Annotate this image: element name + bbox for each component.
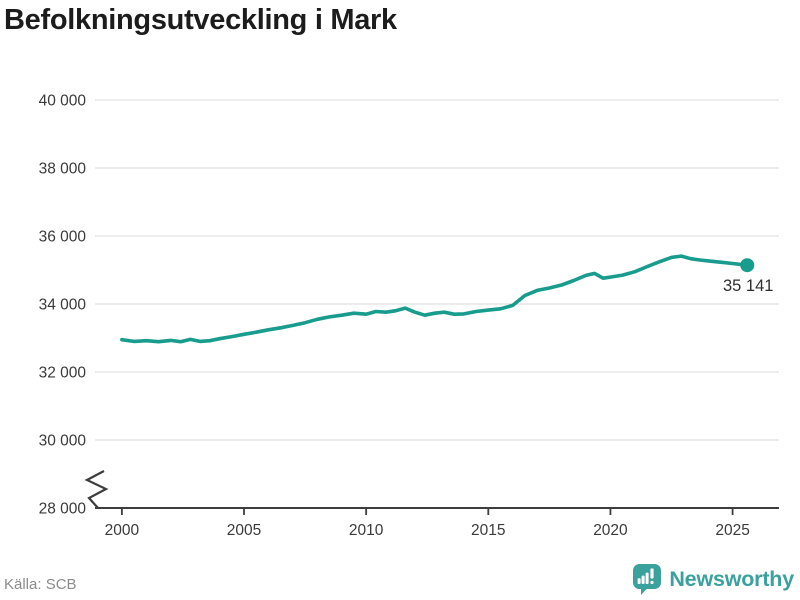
bar-chart-glyph: [637, 568, 654, 584]
newsworthy-pin-icon: [633, 564, 662, 595]
y-tick-label: 36 000: [39, 229, 87, 246]
x-tick-label: 2010: [349, 522, 384, 539]
x-tick-label: 2005: [227, 522, 261, 539]
last-value-label: 35 141: [723, 277, 773, 295]
chart-title: Befolkningsutveckling i Mark: [4, 4, 397, 36]
x-tick-label: 2020: [593, 522, 628, 539]
newsworthy-wordmark: Newsworthy: [669, 567, 794, 591]
newsworthy-logo: Newsworthy: [633, 564, 794, 595]
y-tick-label: 38 000: [39, 161, 87, 178]
y-tick-label: 28 000: [39, 501, 87, 518]
source-note: Källa: SCB: [4, 576, 77, 593]
y-tick-label: 32 000: [39, 365, 87, 382]
last-point-marker: [740, 258, 755, 273]
axis-break-icon: [84, 470, 109, 509]
x-tick-label: 2025: [715, 522, 749, 539]
y-tick-label: 34 000: [39, 297, 87, 314]
population-series-line: [120, 254, 750, 344]
x-tick-label: 2015: [471, 522, 505, 539]
y-tick-label: 40 000: [39, 93, 87, 110]
x-tick-label: 2000: [105, 522, 140, 539]
y-tick-label: 30 000: [39, 433, 87, 450]
